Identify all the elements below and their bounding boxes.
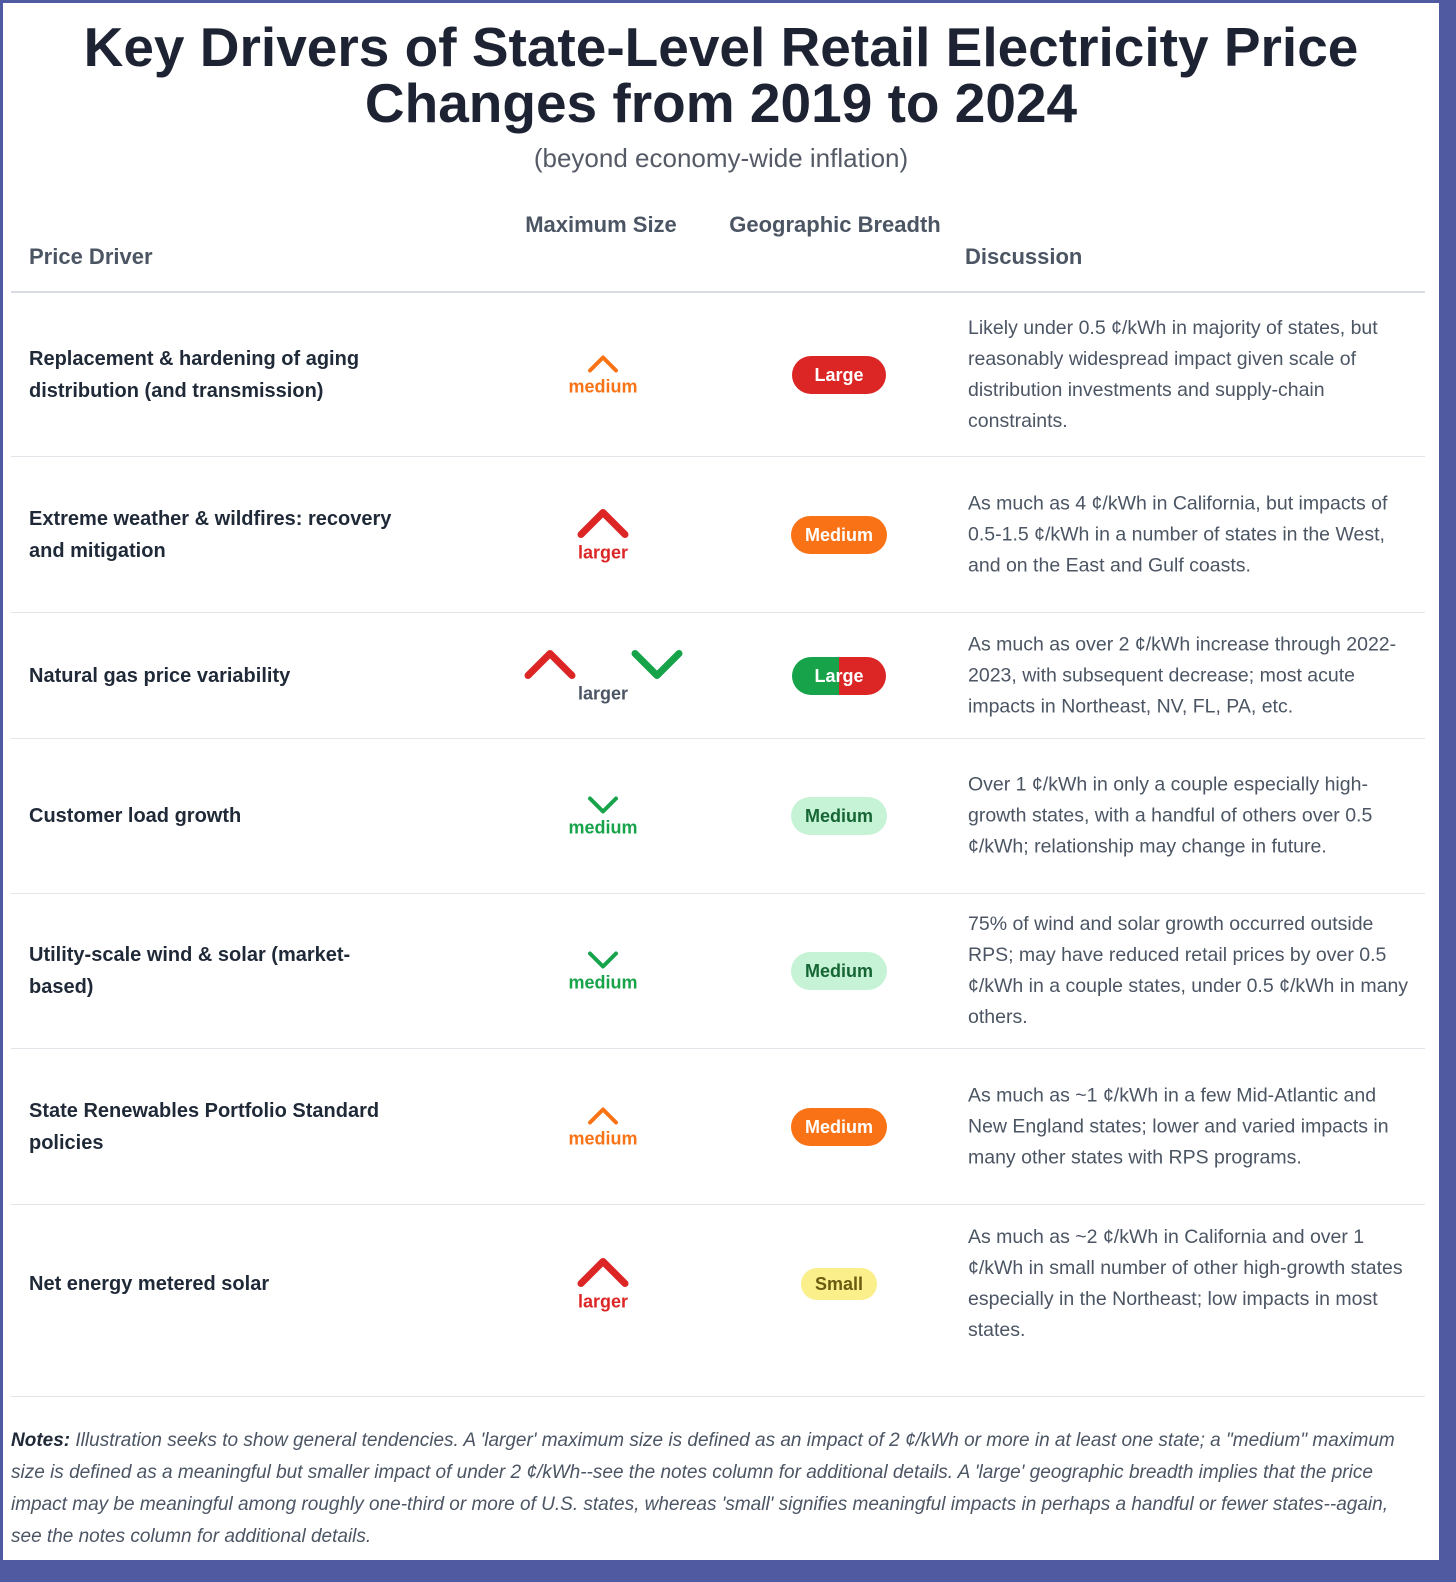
table-row: State Renewables Portfolio Standard poli… — [11, 1049, 1425, 1204]
size-label: medium — [568, 972, 638, 993]
breadth-badge: Medium — [790, 515, 887, 554]
size-label: larger — [577, 1291, 629, 1312]
maximum-size: medium — [503, 794, 703, 839]
notes-divider — [11, 1396, 1425, 1397]
notes-text: Illustration seeks to show general tende… — [11, 1430, 1395, 1547]
page-title: Key Drivers of State-Level Retail Electr… — [83, 16, 1359, 134]
table-row: Customer load growth medium Medium Over … — [11, 739, 1425, 893]
geographic-breadth: Medium — [739, 797, 939, 835]
arrow-up-icon — [524, 649, 575, 679]
maximum-size: larger — [503, 506, 703, 563]
table-row: Utility-scale wind & solar (market-based… — [11, 894, 1425, 1048]
row-divider — [11, 612, 1425, 613]
header-price-driver: Price Driver — [29, 244, 153, 269]
maximum-size: medium — [503, 352, 703, 397]
arrow-up-icon — [588, 355, 618, 372]
geographic-breadth: Medium — [739, 515, 939, 554]
breadth-badge: Large — [792, 656, 886, 695]
notes: Notes: Illustration seeks to show genera… — [11, 1425, 1416, 1553]
row-divider — [11, 456, 1425, 457]
header-maximum-size: Maximum Size — [525, 212, 677, 237]
breadth-badge: Large — [792, 355, 886, 394]
price-driver: Utility-scale wind & solar (market-based… — [29, 944, 351, 998]
arrow-up-icon — [577, 508, 629, 538]
breadth-badge: Medium — [790, 952, 887, 990]
size-label: larger — [577, 683, 629, 703]
page-subtitle: (beyond economy-wide inflation) — [533, 143, 909, 173]
geographic-breadth: Small — [739, 1268, 939, 1300]
discussion-text: As much as ~1 ¢/kWh in a few Mid-Atlanti… — [968, 1084, 1389, 1168]
notes-label: Notes: — [11, 1430, 71, 1451]
maximum-size: medium — [503, 1104, 703, 1149]
geographic-breadth: Medium — [739, 1107, 939, 1146]
row-divider — [11, 893, 1425, 894]
price-driver: Extreme weather & wildfires: recovery an… — [29, 507, 392, 562]
table-row: Replacement & hardening of aging distrib… — [11, 293, 1425, 456]
maximum-size: medium — [503, 949, 703, 994]
size-label: medium — [568, 1128, 638, 1148]
discussion-text: Likely under 0.5 ¢/kWh in majority of st… — [968, 316, 1378, 432]
discussion-text: As much as 4 ¢/kWh in California, but im… — [968, 492, 1388, 576]
geographic-breadth: Large — [739, 355, 939, 394]
price-driver: Net energy metered solar — [29, 1273, 270, 1295]
breadth-badge: Medium — [790, 1107, 887, 1146]
header-divider — [11, 291, 1425, 293]
discussion-text: Over 1 ¢/kWh in only a couple especially… — [968, 773, 1373, 858]
discussion-text: As much as over 2 ¢/kWh increase through… — [968, 633, 1397, 717]
header-discussion: Discussion — [965, 244, 1083, 269]
arrow-up-icon — [577, 1258, 629, 1287]
maximum-size: larger — [503, 1256, 703, 1313]
price-driver: Natural gas price variability — [29, 664, 291, 687]
price-driver: Customer load growth — [29, 805, 242, 827]
row-divider — [11, 738, 1425, 739]
size-label: larger — [577, 542, 629, 562]
discussion-text: As much as ~2 ¢/kWh in California and ov… — [968, 1226, 1403, 1341]
breadth-badge: Small — [800, 1268, 878, 1300]
row-divider — [11, 1204, 1425, 1205]
breadth-badge: Medium — [790, 797, 887, 835]
table-row: Extreme weather & wildfires: recovery an… — [11, 457, 1425, 612]
size-label: medium — [568, 817, 638, 838]
table-row: Natural gas price variability larger Lar… — [11, 613, 1425, 738]
table-row: Net energy metered solar larger Small As… — [11, 1205, 1425, 1363]
price-driver: State Renewables Portfolio Standard poli… — [29, 1099, 380, 1154]
discussion-text: 75% of wind and solar growth occurred ou… — [968, 913, 1409, 1028]
size-label: medium — [568, 376, 638, 396]
arrow-down-icon — [588, 796, 618, 814]
arrow-up-icon — [588, 1107, 618, 1124]
maximum-size: larger — [503, 647, 703, 704]
geographic-breadth: Large — [739, 656, 939, 695]
arrow-down-icon — [588, 951, 618, 969]
header-geographic-breadth: Geographic Breadth — [729, 212, 941, 237]
geographic-breadth: Medium — [739, 952, 939, 990]
row-divider — [11, 1048, 1425, 1049]
infographic-frame: Key Drivers of State-Level Retail Electr… — [3, 3, 1439, 1560]
price-driver: Replacement & hardening of aging distrib… — [29, 347, 360, 402]
arrow-down-icon — [631, 649, 682, 679]
